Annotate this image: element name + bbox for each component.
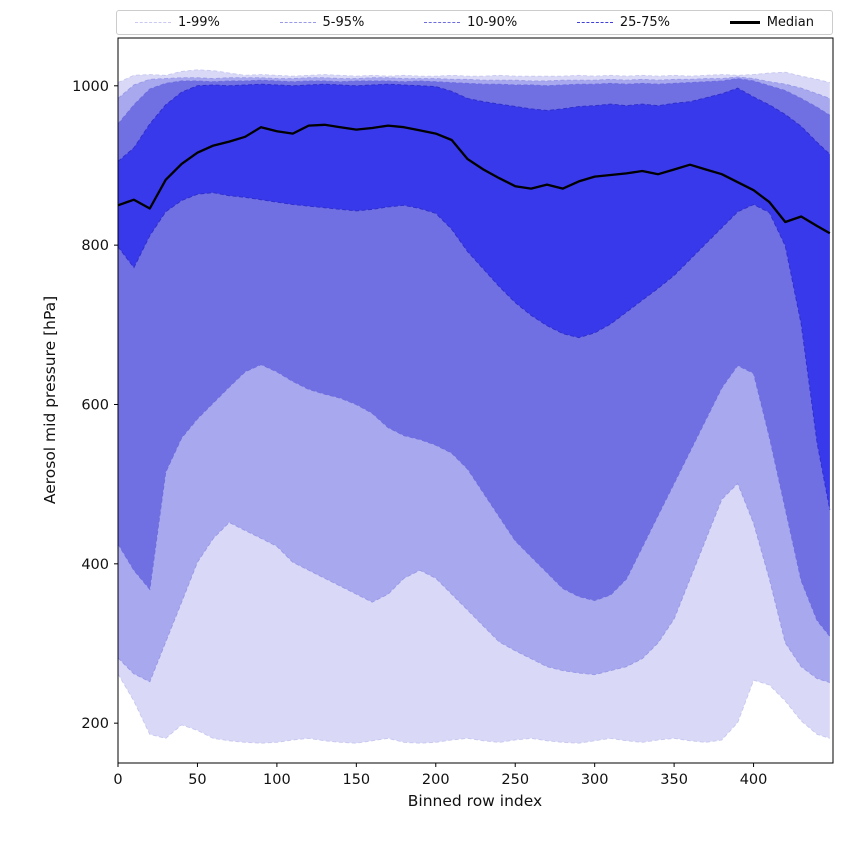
legend-item-5-95-: 5-95% [279,15,365,30]
y-tick-label: 800 [81,238,109,254]
band-upper-edge-25-75% [118,83,831,162]
legend-label: 25-75% [619,15,671,30]
y-tick-label: 600 [81,397,109,413]
legend-label: 10-90% [467,15,518,30]
legend: 1-99% 5-95% 10-90% 25-75% Median [116,10,833,35]
y-tick-label: 1000 [72,79,109,95]
band-lower-edge-5-95% [118,482,830,683]
x-tick-label: 350 [660,772,688,788]
legend-item-median: Median [729,15,814,30]
x-axis-label: Binned row index [408,792,542,810]
x-tick-label: 100 [263,772,291,788]
band-line-sample-icon [424,22,461,23]
legend-label: 1-99% [178,15,220,30]
band-upper-edge-1-99% [118,69,830,84]
legend-item-10-90-: 10-90% [424,15,517,30]
band-line-sample-icon [135,22,171,23]
legend-item-1-99-: 1-99% [135,15,220,30]
legend-label: Median [766,15,814,30]
band-lower-edge-10-90% [118,364,831,637]
band-25-75% [118,84,830,510]
band-lower-edge-25-75% [118,192,831,510]
band-lower-edge-1-99% [118,673,830,744]
y-axis-label: Aerosol mid pressure [hPa] [41,296,59,504]
band-upper-edge-5-95% [118,76,830,99]
band-line-sample-icon [279,22,316,23]
x-tick-label: 200 [422,772,450,788]
legend-label: 5-95% [322,15,365,30]
x-tick-label: 50 [188,772,206,788]
percentile-bands [118,69,830,744]
x-tick-label: 0 [113,772,122,788]
axes: 0 50 100 150 200 250 300 350 400 200 400 600 800 1000 [72,37,834,788]
median-line-sample-icon [729,21,760,24]
plot-frame [117,37,834,764]
band-upper-edge-10-90% [118,78,831,125]
y-tick-label: 400 [81,557,109,573]
x-tick-label: 250 [501,772,529,788]
band-line-sample-icon [576,22,613,23]
median-line [118,123,831,235]
x-tick-label: 150 [342,772,370,788]
x-tick-label: 400 [740,772,768,788]
y-tick-label: 200 [81,716,109,732]
legend-item-25-75-: 25-75% [576,15,671,30]
x-tick-label: 300 [581,772,609,788]
percentile-edge-lines [118,69,831,744]
